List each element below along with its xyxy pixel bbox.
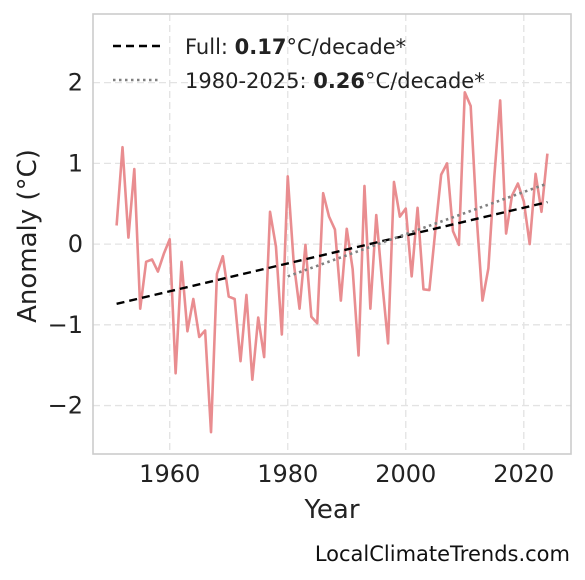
legend: Full: 0.17°C/decade*1980-2025: 0.26°C/de… (113, 35, 485, 93)
x-tick-label: 1960 (139, 460, 200, 488)
legend-suffix: °C/decade* (287, 35, 407, 59)
y-tick-label: 1 (68, 149, 83, 177)
series-solid-line (115, 91, 549, 434)
legend-entry: 1980-2025: 0.26°C/decade* (185, 69, 485, 93)
y-tick-labels: −2 −1 0 1 2 (48, 69, 83, 420)
y-axis-label: Anomaly (°C) (13, 149, 43, 323)
x-tick-label: 2000 (375, 460, 436, 488)
x-tick-labels: 1960 1980 2000 2020 (139, 460, 554, 488)
x-tick-label: 1980 (257, 460, 318, 488)
legend-value: 0.26 (313, 69, 365, 93)
legend-value: 0.17 (235, 35, 287, 59)
legend-prefix: 1980-2025: (185, 69, 313, 93)
series-dashed-line (116, 200, 548, 305)
y-tick-label: −1 (48, 311, 83, 339)
legend-prefix: Full: (185, 35, 235, 59)
series-layer (115, 91, 549, 434)
x-tick-label: 2020 (493, 460, 554, 488)
x-axis-label: Year (303, 495, 359, 525)
legend-entry: Full: 0.17°C/decade* (185, 35, 406, 59)
plot-frame (92, 13, 572, 455)
y-tick-label: 2 (68, 69, 83, 97)
series-dotted-line (287, 182, 548, 278)
y-tick-label: −2 (48, 392, 83, 420)
legend-suffix: °C/decade* (365, 69, 485, 93)
y-tick-label: 0 (68, 230, 83, 258)
credit-text: LocalClimateTrends.com (315, 542, 570, 566)
